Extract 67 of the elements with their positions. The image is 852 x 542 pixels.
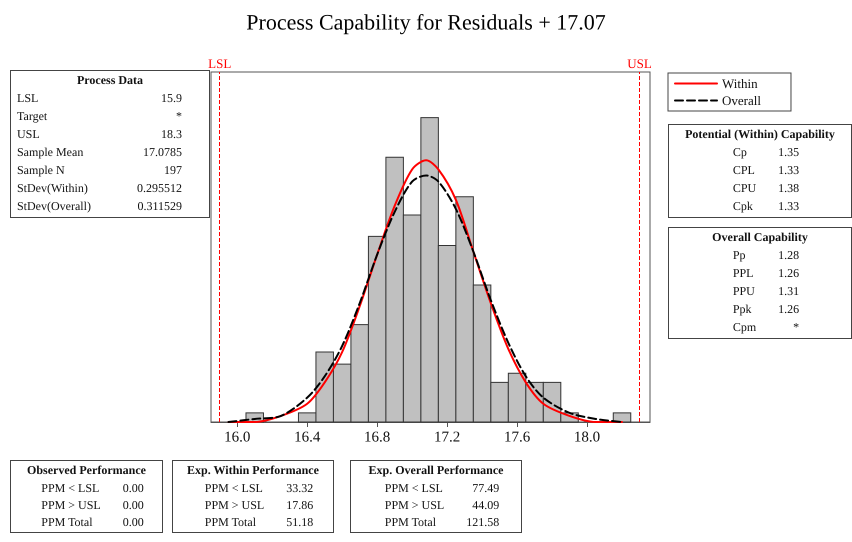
- text: PPM > USL: [384, 497, 444, 513]
- text: StDev(Overall): [17, 198, 92, 215]
- ref-line-label: LSL: [208, 56, 232, 71]
- text: StDev(Within): [17, 180, 89, 197]
- text: PPM > USL: [204, 497, 264, 513]
- text: 1.33: [778, 198, 800, 215]
- x-tick-label: 17.2: [434, 430, 460, 446]
- chart-title: Process Capability for Residuals + 17.07: [246, 10, 606, 34]
- ref-line-label: USL: [627, 56, 652, 71]
- text: 0.00: [122, 480, 144, 496]
- text: Potential (Within) Capability: [684, 127, 836, 142]
- text: Cp: [732, 144, 748, 161]
- text: PPM < LSL: [384, 480, 444, 496]
- text: 0.00: [122, 514, 144, 530]
- x-tick-label: 16.8: [364, 430, 390, 446]
- text: 17.86: [286, 497, 314, 513]
- text: PPM < LSL: [41, 480, 100, 496]
- text: Process Data: [76, 73, 144, 88]
- legend-label: Within: [722, 76, 758, 91]
- text: *: [175, 108, 182, 125]
- text: LSL: [17, 90, 40, 107]
- text: 15.9: [160, 90, 182, 107]
- text: Cpk: [732, 198, 754, 215]
- text: Exp. Within Performance: [186, 463, 320, 478]
- text: PPM Total: [204, 514, 258, 530]
- text: 18.3: [160, 126, 182, 143]
- x-tick-label: 17.6: [504, 430, 531, 446]
- text: 17.0785: [142, 144, 182, 161]
- text: 197: [163, 162, 182, 179]
- x-tick-label: 16.0: [224, 430, 250, 446]
- text: Sample N: [17, 162, 66, 179]
- x-tick-label: 16.4: [294, 430, 321, 446]
- text: CPL: [732, 162, 756, 179]
- text: Observed Performance: [26, 463, 147, 478]
- text: 51.18: [286, 514, 314, 530]
- text: 0.00: [122, 497, 144, 513]
- text: 0.295512: [137, 180, 182, 197]
- text: PPM Total: [384, 514, 438, 530]
- text: 1.38: [778, 180, 800, 197]
- text: 1.26: [778, 301, 800, 318]
- text: 33.32: [286, 480, 314, 496]
- text: Target: [17, 108, 48, 125]
- text: PPU: [732, 283, 756, 300]
- text: 1.31: [778, 283, 800, 300]
- text: 1.28: [778, 247, 800, 264]
- text: 1.33: [778, 162, 800, 179]
- text: Ppk: [732, 301, 753, 318]
- text: 121.58: [466, 514, 500, 530]
- text: *: [792, 319, 800, 336]
- text: 1.26: [778, 265, 800, 282]
- legend-label: Overall: [722, 93, 762, 108]
- text: 77.49: [471, 480, 500, 496]
- text: PPM < LSL: [204, 480, 264, 496]
- text: Cpm: [732, 319, 756, 336]
- text: CPU: [732, 180, 756, 197]
- text: USL: [17, 126, 41, 143]
- text: 44.09: [471, 497, 500, 513]
- x-tick-label: 18.0: [574, 430, 600, 446]
- text: Exp. Overall Performance: [368, 463, 504, 478]
- text: Sample Mean: [17, 144, 84, 161]
- text: PPM > USL: [41, 497, 101, 513]
- text: PPM Total: [41, 514, 94, 530]
- text: 1.35: [778, 144, 800, 161]
- text: Pp: [732, 247, 747, 264]
- text: Overall Capability: [711, 230, 809, 245]
- text: 0.311529: [137, 198, 182, 215]
- text: PPL: [732, 265, 755, 282]
